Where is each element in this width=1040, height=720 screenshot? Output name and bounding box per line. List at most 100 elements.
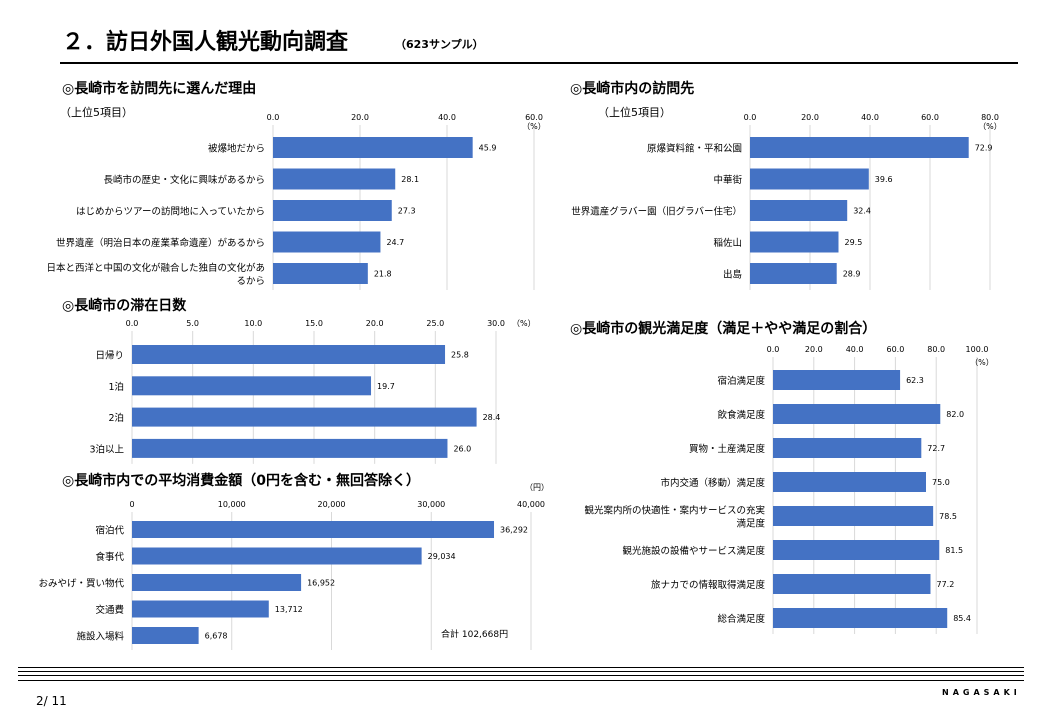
reasons-category-label-line: はじめからツアーの訪問地に入っていたから bbox=[76, 206, 265, 218]
reasons-category-label-line: 被爆地だから bbox=[208, 143, 265, 155]
stay-tick-label: 30.0 bbox=[487, 319, 505, 328]
reasons-category-label: はじめからツアーの訪問地に入っていたから bbox=[76, 206, 265, 218]
stay-category-label-line: 日帰り bbox=[95, 350, 124, 362]
spending-tick-label: 0 bbox=[129, 500, 134, 509]
stay-tick-label: 25.0 bbox=[426, 319, 444, 328]
spending-bar bbox=[132, 627, 199, 644]
destinations-category-label: 世界遺産グラバー園（旧グラバー住宅） bbox=[571, 206, 742, 218]
footer-rule-3 bbox=[18, 675, 1024, 676]
destinations-category-label: 出島 bbox=[723, 269, 742, 281]
stay-category-label: 1泊 bbox=[108, 382, 124, 393]
brand-logo-text: NAGASAKI bbox=[942, 688, 1021, 697]
satisfaction-category-label-line: 満足度 bbox=[736, 518, 765, 530]
destinations-category-label: 稲佐山 bbox=[713, 237, 742, 249]
stay-value-label: 26.0 bbox=[453, 444, 471, 453]
stay-value-label: 28.4 bbox=[483, 413, 501, 422]
satisfaction-category-label-line: 宿泊満足度 bbox=[717, 375, 765, 387]
destinations-category-label-line: 出島 bbox=[723, 269, 742, 281]
reasons-category-label-line: 日本と西洋と中国の文化が融合した独自の文化があ bbox=[46, 262, 265, 274]
satisfaction-bar bbox=[773, 608, 948, 628]
spending-bar bbox=[132, 600, 269, 618]
stay-title: ◎長崎市の滞在日数 bbox=[62, 298, 187, 314]
destinations-tick-label: 80.0 bbox=[981, 113, 999, 122]
footer-rule-1 bbox=[18, 667, 1024, 668]
satisfaction-bar bbox=[773, 472, 926, 492]
spending-bar bbox=[132, 574, 302, 591]
satisfaction-value-label: 77.2 bbox=[936, 580, 954, 589]
satisfaction-tick-label: 60.0 bbox=[886, 345, 904, 354]
footer-rule-2 bbox=[18, 671, 1024, 672]
reasons-category-label: 世界遺産（明治日本の産業革命遺産）があるから bbox=[56, 237, 265, 249]
satisfaction-tick-label: 80.0 bbox=[927, 345, 945, 354]
stay-bar bbox=[132, 376, 372, 396]
stay-bar bbox=[132, 345, 446, 364]
satisfaction-category-label: 旅ナカでの情報取得満足度 bbox=[651, 579, 766, 591]
spending-bar bbox=[132, 521, 495, 538]
spending-value-label: 6,678 bbox=[205, 632, 228, 641]
destinations-bar bbox=[750, 231, 839, 253]
satisfaction-category-label: 市内交通（移動）満足度 bbox=[660, 477, 765, 489]
stay-category-label: 2泊 bbox=[108, 413, 124, 424]
reasons-category-label: 日本と西洋と中国の文化が融合した独自の文化があるから bbox=[46, 262, 265, 287]
satisfaction-value-label: 62.3 bbox=[906, 376, 924, 385]
destinations-category-label-line: 原爆資料館・平和公園 bbox=[647, 143, 742, 155]
reasons-category-label-line: 長崎市の歴史・文化に興味があるから bbox=[103, 174, 265, 186]
satisfaction-bar bbox=[773, 506, 934, 526]
destinations-tick-label: 20.0 bbox=[801, 113, 819, 122]
satisfaction-category-label-line: 旅ナカでの情報取得満足度 bbox=[651, 579, 766, 591]
destinations-value-label: 39.6 bbox=[875, 175, 893, 184]
spending-value-label: 13,712 bbox=[275, 605, 303, 614]
spending-category-label: 宿泊代 bbox=[95, 525, 124, 537]
satisfaction-value-label: 85.4 bbox=[953, 614, 971, 623]
satisfaction-bar bbox=[773, 574, 931, 594]
destinations-unit-label: （%） bbox=[978, 122, 1002, 131]
spending-bar bbox=[132, 547, 422, 565]
satisfaction-tick-label: 20.0 bbox=[805, 345, 823, 354]
reasons-tick-label: 0.0 bbox=[267, 113, 280, 122]
satisfaction-category-label: 飲食満足度 bbox=[717, 409, 765, 421]
destinations-bar bbox=[750, 263, 837, 284]
satisfaction-tick-label: 40.0 bbox=[846, 345, 864, 354]
reasons-value-label: 27.3 bbox=[398, 207, 416, 216]
reasons-value-label: 28.1 bbox=[401, 175, 419, 184]
satisfaction-category-label-line: 総合満足度 bbox=[717, 613, 765, 625]
reasons-chart: 0.0 20.0 40.0 60.0（%） 45.9 被爆地だから 28.1 長崎市の歴史・文… bbox=[46, 113, 546, 290]
satisfaction-category-label-line: 観光案内所の快適性・案内サービスの充実 bbox=[584, 505, 765, 517]
destinations-value-label: 29.5 bbox=[845, 238, 863, 247]
satisfaction-bar bbox=[773, 540, 940, 560]
reasons-value-label: 45.9 bbox=[479, 144, 497, 153]
satisfaction-value-label: 82.0 bbox=[946, 410, 964, 419]
stay-tick-label: 10.0 bbox=[244, 319, 262, 328]
reasons-bar bbox=[273, 231, 381, 253]
reasons-bar bbox=[273, 263, 368, 284]
stay-tick-label: 5.0 bbox=[186, 319, 199, 328]
spending-value-label: 36,292 bbox=[500, 526, 528, 535]
spending-tick-label: 20,000 bbox=[318, 500, 346, 509]
satisfaction-value-label: 75.0 bbox=[932, 478, 950, 487]
satisfaction-value-label: 81.5 bbox=[945, 546, 963, 555]
spending-category-label-line: 食事代 bbox=[95, 551, 124, 563]
reasons-category-label-line: るから bbox=[236, 276, 265, 287]
reasons-bar bbox=[273, 168, 396, 190]
satisfaction-bar bbox=[773, 404, 941, 424]
satisfaction-bar bbox=[773, 438, 922, 458]
reasons-category-label-line: 世界遺産（明治日本の産業革命遺産）があるから bbox=[56, 237, 265, 249]
destinations-value-label: 32.4 bbox=[853, 207, 871, 216]
reasons-tick-label: 60.0 bbox=[525, 113, 543, 122]
reasons-title: ◎長崎市を訪問先に選んだ理由 bbox=[62, 81, 257, 97]
satisfaction-category-label: 宿泊満足度 bbox=[717, 375, 765, 387]
satisfaction-category-label: 観光施設の設備やサービス満足度 bbox=[622, 545, 765, 557]
spending-category-label-line: 施設入場料 bbox=[76, 631, 124, 643]
destinations-title: ◎長崎市内の訪問先 bbox=[570, 81, 695, 97]
reasons-bar bbox=[273, 200, 392, 221]
stay-tick-label: 20.0 bbox=[366, 319, 384, 328]
destinations-category-label-line: 中華街 bbox=[713, 174, 742, 186]
spending-unit-label: （円） bbox=[525, 483, 549, 492]
satisfaction-category-label: 買物・土産満足度 bbox=[689, 443, 766, 455]
spending-chart: 0 10,000 20,000 30,000 40,000 （円） 36,292 宿泊代 29,… bbox=[38, 483, 549, 650]
stay-category-label: 3泊以上 bbox=[89, 444, 124, 455]
reasons-bar bbox=[273, 137, 473, 158]
reasons-unit-label: （%） bbox=[522, 122, 546, 131]
spending-category-label: おみやげ・買い物代 bbox=[38, 578, 124, 590]
stay-category-label: 日帰り bbox=[95, 350, 124, 362]
